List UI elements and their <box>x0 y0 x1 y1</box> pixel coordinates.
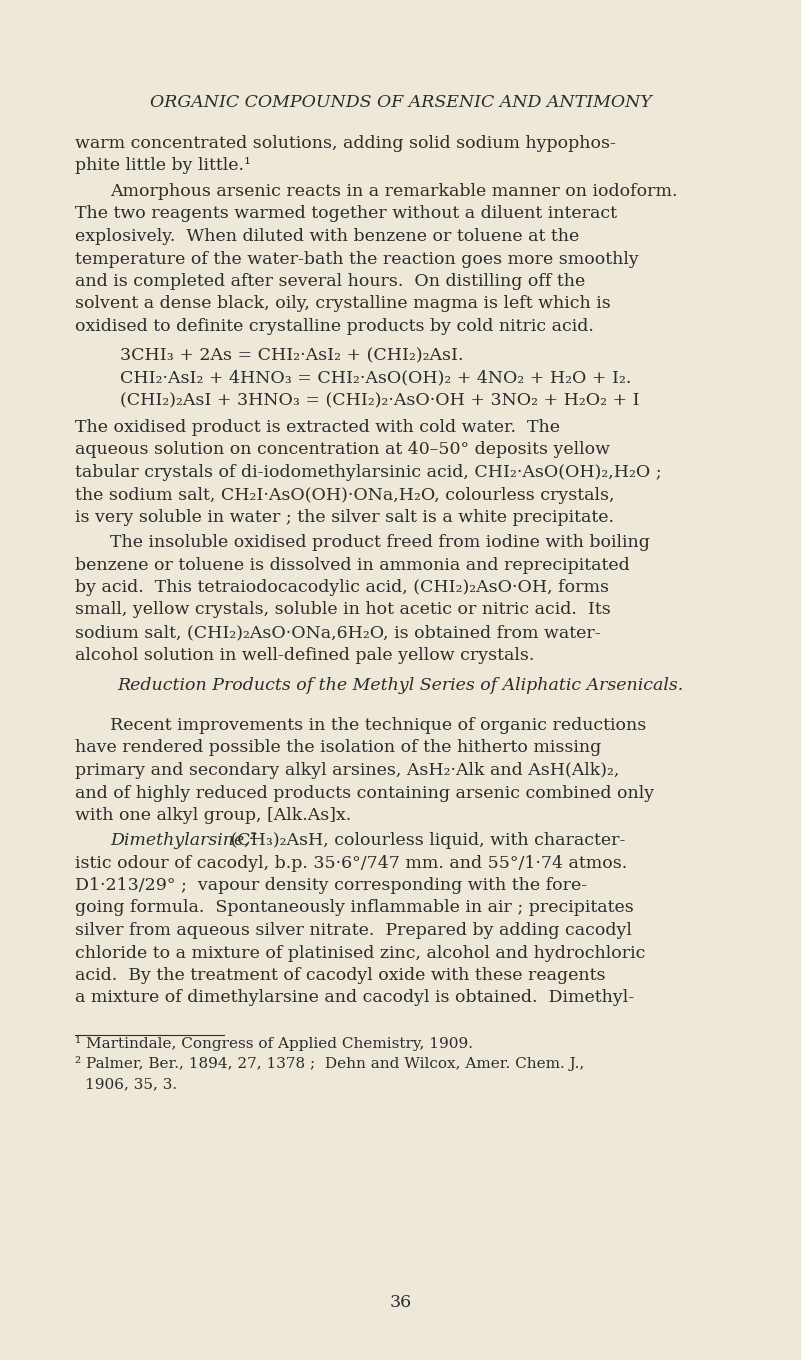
Text: aqueous solution on concentration at 40–50° deposits yellow: aqueous solution on concentration at 40–… <box>75 442 610 458</box>
Text: oxidised to definite crystalline products by cold nitric acid.: oxidised to definite crystalline product… <box>75 318 594 335</box>
Text: alcohol solution in well-defined pale yellow crystals.: alcohol solution in well-defined pale ye… <box>75 646 534 664</box>
Text: and of highly reduced products containing arsenic combined only: and of highly reduced products containin… <box>75 785 654 801</box>
Text: going formula.  Spontaneously inflammable in air ; precipitates: going formula. Spontaneously inflammable… <box>75 899 634 917</box>
Text: the sodium salt, CH₂I·AsO(OH)·ONa,H₂O, colourless crystals,: the sodium salt, CH₂I·AsO(OH)·ONa,H₂O, c… <box>75 487 614 503</box>
Text: with one alkyl group, [Alk.As]x.: with one alkyl group, [Alk.As]x. <box>75 806 352 824</box>
Text: by acid.  This tetraiodocacodylic acid, (CHI₂)₂AsO·OH, forms: by acid. This tetraiodocacodylic acid, (… <box>75 579 609 596</box>
Text: The oxidised product is extracted with cold water.  The: The oxidised product is extracted with c… <box>75 419 560 437</box>
Text: warm concentrated solutions, adding solid sodium hypophos-: warm concentrated solutions, adding soli… <box>75 135 616 152</box>
Text: (CHI₂)₂AsI + 3HNO₃ = (CHI₂)₂·AsO·OH + 3NO₂ + H₂O₂ + I: (CHI₂)₂AsI + 3HNO₃ = (CHI₂)₂·AsO·OH + 3N… <box>120 392 640 409</box>
Text: ORGANIC COMPOUNDS OF ARSENIC AND ANTIMONY: ORGANIC COMPOUNDS OF ARSENIC AND ANTIMON… <box>150 94 651 112</box>
Text: silver from aqueous silver nitrate.  Prepared by adding cacodyl: silver from aqueous silver nitrate. Prep… <box>75 922 632 938</box>
Text: The two reagents warmed together without a diluent interact: The two reagents warmed together without… <box>75 205 617 223</box>
Text: and is completed after several hours.  On distilling off the: and is completed after several hours. On… <box>75 273 586 290</box>
Text: ¹ Martindale, Congress of Applied Chemistry, 1909.: ¹ Martindale, Congress of Applied Chemis… <box>75 1036 473 1051</box>
Text: Reduction Products of the Methyl Series of Aliphatic Arsenicals.: Reduction Products of the Methyl Series … <box>118 677 683 694</box>
Text: Amorphous arsenic reacts in a remarkable manner on iodoform.: Amorphous arsenic reacts in a remarkable… <box>110 184 678 200</box>
Text: 1906, 35, 3.: 1906, 35, 3. <box>85 1077 177 1092</box>
Text: solvent a dense black, oily, crystalline magma is left which is: solvent a dense black, oily, crystalline… <box>75 295 610 313</box>
Text: primary and secondary alkyl arsines, AsH₂·Alk and AsH(Alk)₂,: primary and secondary alkyl arsines, AsH… <box>75 762 619 779</box>
Text: a mixture of dimethylarsine and cacodyl is obtained.  Dimethyl-: a mixture of dimethylarsine and cacodyl … <box>75 990 634 1006</box>
Text: D1·213/29° ;  vapour density corresponding with the fore-: D1·213/29° ; vapour density correspondin… <box>75 877 587 894</box>
Text: chloride to a mixture of platinised zinc, alcohol and hydrochloric: chloride to a mixture of platinised zinc… <box>75 944 646 962</box>
Text: sodium salt, (CHI₂)₂AsO·ONa,6H₂O, is obtained from water-: sodium salt, (CHI₂)₂AsO·ONa,6H₂O, is obt… <box>75 624 601 641</box>
Text: explosively.  When diluted with benzene or toluene at the: explosively. When diluted with benzene o… <box>75 228 579 245</box>
Text: have rendered possible the isolation of the hitherto missing: have rendered possible the isolation of … <box>75 740 602 756</box>
Text: The insoluble oxidised product freed from iodine with boiling: The insoluble oxidised product freed fro… <box>110 534 650 551</box>
Text: benzene or toluene is dissolved in ammonia and reprecipitated: benzene or toluene is dissolved in ammon… <box>75 556 630 574</box>
Text: phite little by little.¹: phite little by little.¹ <box>75 158 251 174</box>
Text: (CH₃)₂AsH, colourless liquid, with character-: (CH₃)₂AsH, colourless liquid, with chara… <box>225 832 626 849</box>
Text: istic odour of cacodyl, b.p. 35·6°/747 mm. and 55°/1·74 atmos.: istic odour of cacodyl, b.p. 35·6°/747 m… <box>75 854 627 872</box>
Text: small, yellow crystals, soluble in hot acetic or nitric acid.  Its: small, yellow crystals, soluble in hot a… <box>75 601 610 619</box>
Text: acid.  By the treatment of cacodyl oxide with these reagents: acid. By the treatment of cacodyl oxide … <box>75 967 606 985</box>
Text: CHI₂·AsI₂ + 4HNO₃ = CHI₂·AsO(OH)₂ + 4NO₂ + H₂O + I₂.: CHI₂·AsI₂ + 4HNO₃ = CHI₂·AsO(OH)₂ + 4NO₂… <box>120 370 631 386</box>
Text: Dimethylarsine,²: Dimethylarsine,² <box>110 832 257 849</box>
Text: 36: 36 <box>389 1293 412 1311</box>
Text: is very soluble in water ; the silver salt is a white precipitate.: is very soluble in water ; the silver sa… <box>75 509 614 526</box>
Text: temperature of the water-bath the reaction goes more smoothly: temperature of the water-bath the reacti… <box>75 250 638 268</box>
Text: ² Palmer, Ber., 1894, 27, 1378 ;  Dehn and Wilcox, Amer. Chem. J.,: ² Palmer, Ber., 1894, 27, 1378 ; Dehn an… <box>75 1057 584 1072</box>
Text: Recent improvements in the technique of organic reductions: Recent improvements in the technique of … <box>110 717 646 734</box>
Text: 3CHI₃ + 2As = CHI₂·AsI₂ + (CHI₂)₂AsI.: 3CHI₃ + 2As = CHI₂·AsI₂ + (CHI₂)₂AsI. <box>120 347 464 364</box>
Text: tabular crystals of di-iodomethylarsinic acid, CHI₂·AsO(OH)₂,H₂O ;: tabular crystals of di-iodomethylarsinic… <box>75 464 662 481</box>
